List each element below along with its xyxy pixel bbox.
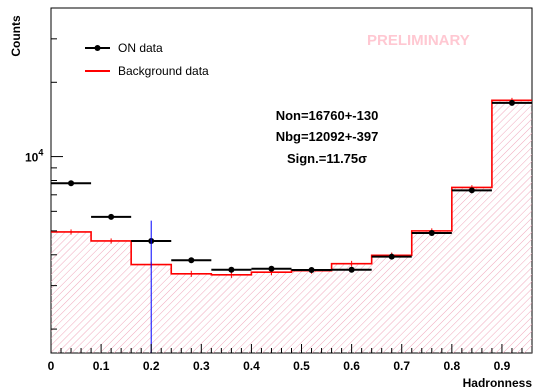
stats-box: Non=16760+-130 Nbg=12092+-397 Sign.=11.7… bbox=[250, 103, 405, 173]
on-data-point bbox=[388, 253, 395, 260]
x-tick-label: 0.6 bbox=[343, 359, 360, 373]
legend-on-marker bbox=[94, 45, 101, 51]
on-data-point bbox=[508, 99, 515, 106]
stats-box-background bbox=[250, 103, 405, 173]
y-axis-title: Counts bbox=[9, 15, 23, 57]
on-data-point bbox=[268, 265, 275, 272]
on-data-point bbox=[68, 180, 75, 187]
stats-nbg: Nbg=12092+-397 bbox=[276, 129, 379, 144]
x-tick-label: 0.2 bbox=[143, 359, 160, 373]
x-tick-label: 0.8 bbox=[443, 359, 460, 373]
y-tick-label: 104 bbox=[25, 148, 43, 165]
on-data-point bbox=[308, 267, 315, 274]
background-fill bbox=[51, 100, 532, 353]
x-tick-label: 0.4 bbox=[243, 359, 260, 373]
x-tick-label: 0.1 bbox=[93, 359, 110, 373]
x-tick-label: 0.9 bbox=[494, 359, 511, 373]
on-data-point bbox=[428, 230, 435, 237]
x-axis-title: Hadronness bbox=[463, 376, 533, 390]
x-tick-label: 0.5 bbox=[293, 359, 310, 373]
on-data-point bbox=[348, 266, 355, 273]
stats-non: Non=16760+-130 bbox=[276, 108, 379, 123]
x-tick-label: 0.7 bbox=[393, 359, 410, 373]
on-data-point bbox=[228, 266, 235, 273]
x-tick-label: 0.3 bbox=[193, 359, 210, 373]
on-data-point bbox=[108, 213, 115, 220]
stats-significance: Sign.=11.75σ bbox=[287, 151, 367, 166]
legend-bg-label: Background data bbox=[118, 64, 209, 78]
x-axis: 0 0.1 0.2 0.3 0.4 0.5 0.6 0.7 0.8 0.9 bbox=[48, 344, 533, 373]
preliminary-watermark: PRELIMINARY bbox=[367, 32, 470, 49]
background-step-line bbox=[51, 99, 532, 276]
x-tick-label: 0 bbox=[48, 359, 55, 373]
on-data-point bbox=[188, 257, 195, 264]
legend: ON data Background data bbox=[85, 41, 209, 78]
on-data-point bbox=[468, 187, 475, 194]
legend-on-label: ON data bbox=[118, 41, 163, 55]
